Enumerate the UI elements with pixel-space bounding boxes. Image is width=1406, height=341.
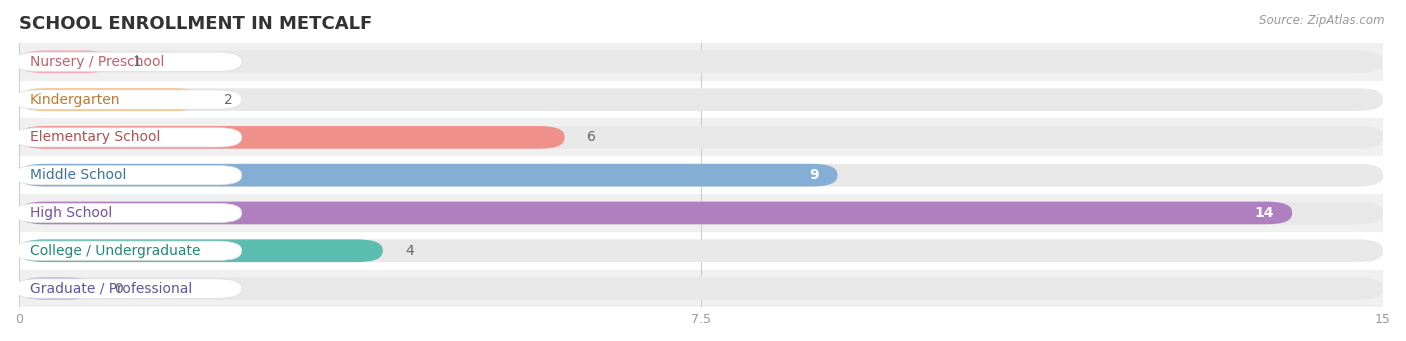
Text: Kindergarten: Kindergarten: [30, 92, 121, 107]
FancyBboxPatch shape: [20, 164, 1384, 187]
FancyBboxPatch shape: [14, 90, 242, 109]
Text: College / Undergraduate: College / Undergraduate: [30, 244, 201, 258]
Bar: [20, 194, 1384, 232]
FancyBboxPatch shape: [20, 277, 1384, 300]
FancyBboxPatch shape: [20, 202, 1384, 224]
Text: 2: 2: [224, 92, 232, 107]
Text: High School: High School: [30, 206, 112, 220]
Text: 0: 0: [114, 282, 124, 296]
Text: Source: ZipAtlas.com: Source: ZipAtlas.com: [1260, 14, 1385, 27]
FancyBboxPatch shape: [20, 88, 1384, 111]
Text: Graduate / Professional: Graduate / Professional: [30, 282, 193, 296]
FancyBboxPatch shape: [20, 239, 1384, 262]
Text: 1: 1: [132, 55, 142, 69]
FancyBboxPatch shape: [20, 202, 1292, 224]
FancyBboxPatch shape: [20, 239, 382, 262]
FancyBboxPatch shape: [14, 52, 242, 71]
FancyBboxPatch shape: [20, 126, 1384, 149]
Bar: [20, 156, 1384, 194]
Text: Elementary School: Elementary School: [30, 130, 160, 144]
Bar: [20, 43, 1384, 81]
Text: 6: 6: [588, 130, 596, 144]
FancyBboxPatch shape: [20, 50, 1384, 73]
Bar: [20, 118, 1384, 156]
Text: 14: 14: [1254, 206, 1274, 220]
FancyBboxPatch shape: [20, 50, 110, 73]
FancyBboxPatch shape: [14, 128, 242, 147]
FancyBboxPatch shape: [14, 165, 242, 185]
Text: Middle School: Middle School: [30, 168, 127, 182]
Text: 4: 4: [405, 244, 415, 258]
FancyBboxPatch shape: [20, 88, 201, 111]
FancyBboxPatch shape: [20, 164, 838, 187]
FancyBboxPatch shape: [14, 203, 242, 223]
FancyBboxPatch shape: [14, 241, 242, 261]
Bar: [20, 270, 1384, 308]
Text: SCHOOL ENROLLMENT IN METCALF: SCHOOL ENROLLMENT IN METCALF: [20, 15, 373, 33]
Bar: [20, 81, 1384, 118]
FancyBboxPatch shape: [14, 279, 242, 298]
Text: 9: 9: [810, 168, 820, 182]
FancyBboxPatch shape: [20, 277, 91, 300]
Bar: [20, 232, 1384, 270]
Text: Nursery / Preschool: Nursery / Preschool: [30, 55, 165, 69]
FancyBboxPatch shape: [20, 126, 565, 149]
